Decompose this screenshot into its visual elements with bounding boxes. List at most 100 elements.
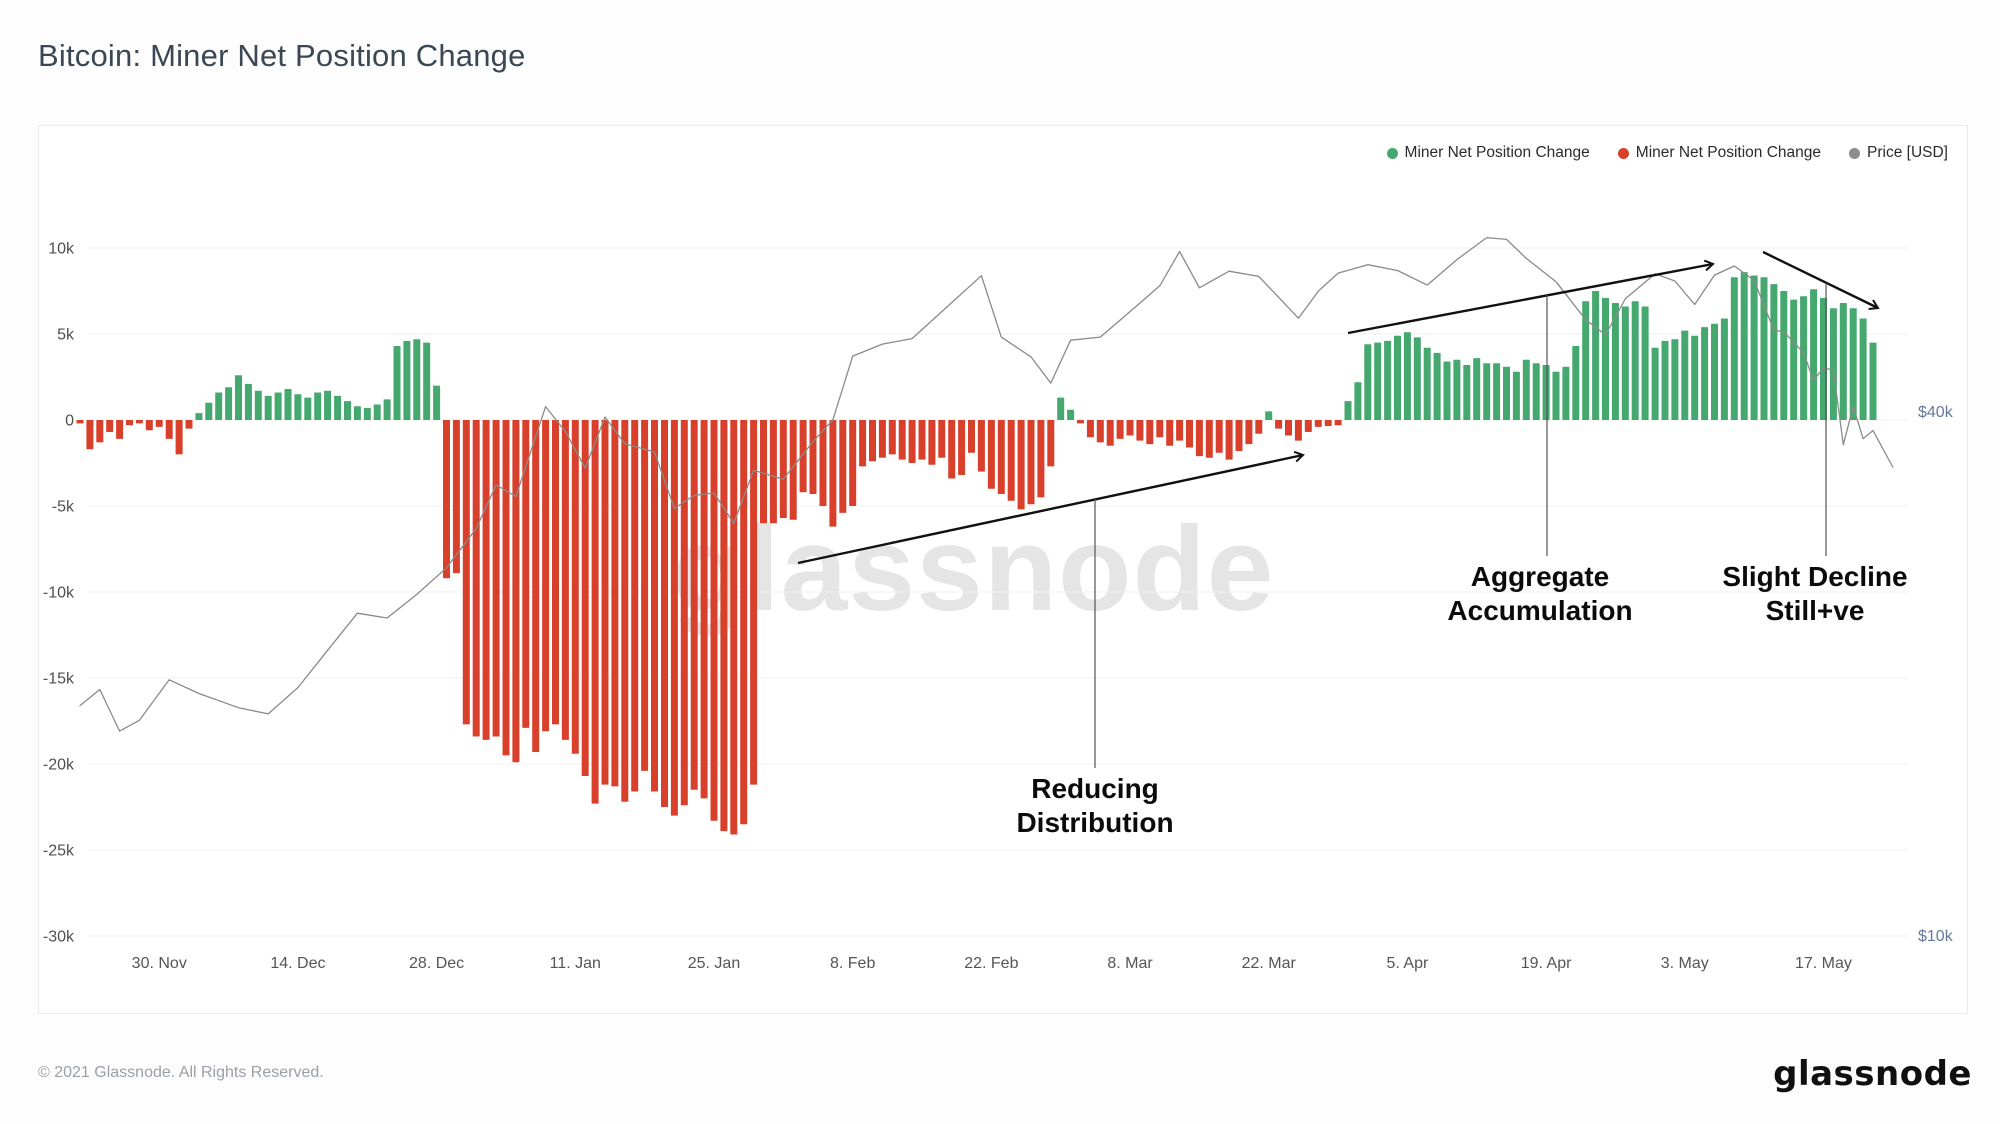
bar[interactable] [1522,359,1530,420]
bar[interactable] [878,420,886,458]
bar[interactable] [829,420,837,527]
bar[interactable] [1512,371,1520,420]
bar[interactable] [1394,335,1401,420]
bar[interactable] [631,420,639,792]
bar[interactable] [740,420,748,825]
bar[interactable] [373,404,381,421]
bar[interactable] [1017,420,1025,510]
bar[interactable] [472,420,480,737]
bar[interactable] [977,420,985,472]
bar[interactable] [1730,277,1738,420]
bar[interactable] [1780,291,1788,420]
bar[interactable] [1621,306,1629,421]
bar[interactable] [1116,420,1124,439]
bar[interactable] [165,420,173,439]
bar[interactable] [690,420,698,790]
bar[interactable] [1701,327,1709,420]
bar[interactable] [1225,420,1233,460]
bar[interactable] [789,420,797,520]
bar[interactable] [1800,296,1808,420]
legend-item-price-usd[interactable]: Price [USD] [1849,144,1948,162]
bar[interactable] [750,420,758,785]
bar[interactable] [581,420,589,776]
bar[interactable] [1403,332,1411,420]
bar[interactable] [571,420,579,754]
bar[interactable] [680,420,688,806]
bar[interactable] [235,375,242,420]
bar[interactable] [997,420,1005,494]
bar[interactable] [1592,291,1600,420]
bar[interactable] [1810,289,1818,420]
bar[interactable] [126,420,133,426]
bar[interactable] [1275,420,1283,429]
bar[interactable] [552,420,559,725]
bar[interactable] [1671,339,1679,420]
bar[interactable] [1582,301,1590,420]
bar[interactable] [135,420,143,424]
bar[interactable] [1443,361,1451,421]
bar[interactable] [1086,420,1094,438]
bar[interactable] [987,420,995,489]
bar[interactable] [334,395,342,420]
bar[interactable] [1562,366,1570,420]
bar[interactable] [928,420,936,465]
bar[interactable] [1057,397,1065,420]
bar[interactable] [1760,277,1768,420]
bar[interactable] [383,399,391,420]
bar[interactable] [86,420,94,450]
bar[interactable] [1423,347,1431,420]
bar[interactable] [1334,420,1342,426]
bar[interactable] [1195,420,1203,457]
bar[interactable] [482,420,490,740]
legend-item-miner-net-position-positive[interactable]: Miner Net Position Change [1386,144,1590,162]
bar[interactable] [532,420,540,752]
bar[interactable] [958,420,966,475]
bar[interactable] [561,420,569,740]
bar[interactable] [720,420,728,832]
bar[interactable] [621,420,629,802]
bar[interactable] [76,420,84,424]
bar[interactable] [1829,308,1837,420]
bar[interactable] [522,420,530,728]
bar[interactable] [898,420,906,460]
bar[interactable] [1205,420,1213,458]
bar[interactable] [1374,342,1382,420]
bar[interactable] [423,342,431,420]
legend-item-miner-net-position-negative[interactable]: Miner Net Position Change [1617,144,1821,162]
bar[interactable] [1711,323,1718,420]
bar[interactable] [948,420,956,479]
bar[interactable] [1245,420,1253,445]
bar[interactable] [1572,346,1580,420]
bar[interactable] [304,397,312,420]
bar[interactable] [1493,363,1501,420]
bar[interactable] [968,420,975,453]
bar[interactable] [1176,420,1184,441]
bar[interactable] [185,420,193,429]
bar[interactable] [1186,420,1193,448]
bar[interactable] [1294,420,1302,441]
bar[interactable] [1869,342,1877,420]
price-line[interactable] [79,236,1894,732]
bar[interactable] [116,420,124,439]
bar[interactable] [1720,318,1728,421]
bar[interactable] [1314,420,1322,427]
bar[interactable] [512,420,520,763]
bar[interactable] [413,339,421,420]
bar[interactable] [433,385,441,420]
bar[interactable] [651,420,658,792]
bar[interactable] [274,392,282,421]
bar[interactable] [1096,420,1104,443]
bar[interactable] [849,420,857,506]
bar[interactable] [1532,363,1540,420]
bar[interactable] [799,420,807,493]
bar[interactable] [611,420,619,787]
bar[interactable] [1750,275,1758,421]
bar[interactable] [1354,382,1362,420]
bar[interactable] [1790,299,1798,420]
bar[interactable] [710,420,718,821]
bar[interactable] [324,390,332,420]
bar[interactable] [403,340,411,420]
bar[interactable] [839,420,847,513]
bar[interactable] [462,420,470,725]
bar[interactable] [1007,420,1015,501]
